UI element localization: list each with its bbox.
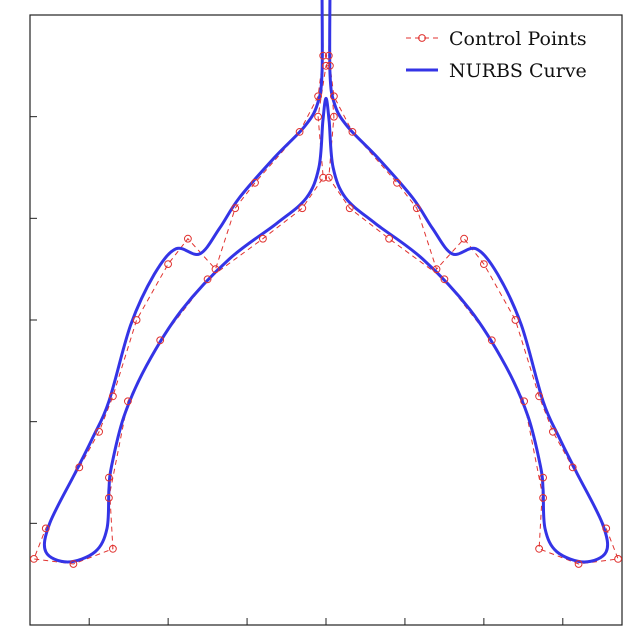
control-point-marker-20 [535, 544, 543, 553]
control-point-marker-27 [511, 316, 520, 324]
y-axis-ticks [30, 116, 37, 524]
control-point-marker-52 [30, 555, 38, 563]
control-point-marker-53 [69, 560, 78, 568]
control-point-marker-34 [330, 92, 338, 101]
control-point-marker-35 [324, 51, 333, 60]
control-point-marker-45 [184, 234, 192, 243]
control-point-marker-2 [124, 397, 132, 406]
control-point-marker-1 [105, 494, 113, 502]
control-point-marker-25 [549, 427, 557, 436]
control-point-marker-49 [95, 427, 103, 436]
control-point-marker-32 [393, 178, 401, 187]
control-point-marker-46 [164, 260, 173, 269]
control-point-marker-48 [109, 392, 117, 401]
control-point-marker-22 [614, 555, 622, 563]
control-point-marker-41 [295, 128, 304, 136]
control-point-marker-33 [348, 128, 357, 136]
control-point-marker-15 [440, 275, 449, 284]
control-point-marker-51 [41, 524, 50, 533]
control-point-marker-50 [75, 463, 84, 472]
control-point-marker-21 [574, 560, 583, 568]
control-point-marker-4 [203, 275, 212, 284]
control-point-marker-10 [326, 61, 334, 70]
control-point-marker-5 [259, 234, 267, 243]
control-point-marker-8 [314, 112, 323, 121]
control-point-marker-54 [109, 544, 117, 553]
control-point-marker-11 [330, 112, 338, 121]
legend: Control Points NURBS Curve [406, 28, 587, 82]
legend-control-points-label: Control Points [449, 28, 587, 50]
control-point-marker-44 [211, 265, 220, 274]
control-point-marker-3 [156, 336, 165, 345]
legend-control-points-marker [418, 34, 426, 42]
control-point-marker-26 [535, 392, 543, 401]
series-layer [30, 0, 622, 568]
x-axis-ticks [88, 618, 564, 625]
control-point-marker-7 [319, 173, 328, 182]
control-point-marker-19 [539, 473, 547, 482]
control-point-marker-0 [105, 473, 113, 482]
control-point-marker-14 [385, 234, 394, 243]
control-point-marker-29 [460, 234, 469, 243]
control-point-marker-23 [602, 524, 611, 533]
control-point-marker-9 [322, 61, 330, 70]
control-point-marker-16 [487, 336, 496, 345]
plot-frame [29, 14, 623, 626]
control-point-marker-42 [251, 178, 259, 187]
control-point-marker-24 [568, 463, 577, 472]
control-point-marker-18 [539, 494, 547, 502]
control-point-marker-39 [319, 51, 328, 60]
legend-nurbs-curve-label: NURBS Curve [449, 60, 587, 82]
nurbs-curve-line [42, 0, 610, 564]
control-point-marker-47 [132, 316, 141, 324]
control-point-marker-17 [520, 397, 528, 406]
control-point-marker-30 [432, 265, 441, 274]
control-polygon-line [33, 0, 619, 565]
control-point-marker-43 [231, 204, 240, 213]
control-point-marker-12 [324, 173, 333, 182]
control-point-marker-6 [298, 204, 307, 213]
control-point-marker-13 [345, 204, 354, 213]
control-point-marker-40 [314, 92, 323, 101]
control-point-marker-31 [412, 204, 421, 213]
control-point-marker-28 [480, 260, 488, 269]
